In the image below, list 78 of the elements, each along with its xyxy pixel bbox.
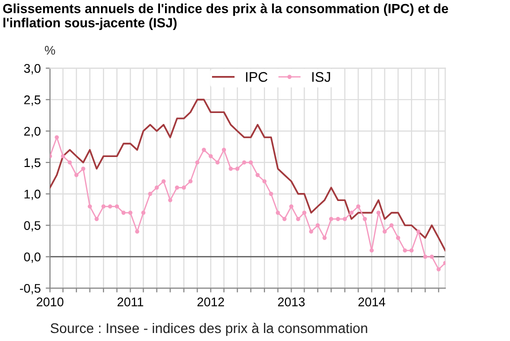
point — [430, 254, 434, 259]
point — [54, 135, 59, 140]
x-tick-label: 2010 — [36, 298, 64, 306]
point — [202, 148, 206, 152]
point — [302, 210, 306, 215]
chart-title: Glissements annuels de l'indice des prix à la consommation (IPC) et de l'inflation sous-jacente (ISJ) — [3, 3, 448, 30]
point — [268, 192, 274, 196]
point — [262, 179, 267, 184]
point — [81, 166, 86, 171]
point — [389, 223, 394, 228]
point — [309, 230, 314, 234]
point — [162, 179, 166, 184]
point — [336, 216, 340, 222]
y-tick-label: -0,5 — [20, 284, 40, 294]
point — [168, 198, 172, 202]
y-axis-title: % — [44, 46, 56, 55]
point — [322, 236, 327, 240]
x-tick-label: 2012 — [197, 298, 224, 306]
point — [396, 236, 400, 240]
point — [349, 210, 354, 215]
point — [74, 172, 78, 178]
point — [114, 204, 120, 209]
line-series — [50, 98, 446, 252]
point — [256, 172, 260, 178]
point — [362, 216, 367, 222]
point — [60, 154, 66, 158]
point — [154, 186, 159, 190]
point — [121, 210, 126, 215]
point — [108, 204, 112, 209]
point — [370, 248, 374, 253]
point — [135, 230, 140, 234]
point — [356, 204, 360, 209]
point — [174, 186, 180, 190]
point — [228, 166, 233, 171]
point — [382, 230, 387, 234]
point — [101, 204, 106, 209]
point — [409, 248, 414, 253]
point — [182, 186, 186, 190]
y-tick-label: 2,5 — [24, 95, 40, 106]
y-tick-label: 1,0 — [24, 190, 40, 200]
point — [248, 160, 253, 165]
x-tick-label: 2014 — [358, 298, 386, 306]
point — [208, 154, 213, 158]
y-tick-label: 0,0 — [24, 252, 40, 263]
legend-label: IPC — [246, 72, 268, 82]
point — [296, 216, 300, 222]
point — [376, 210, 381, 215]
point — [94, 216, 99, 222]
point — [282, 216, 287, 222]
point — [195, 160, 200, 165]
source-note: Source : Insee - indices des prix à la consommation — [50, 322, 368, 336]
point — [436, 267, 441, 272]
point — [235, 166, 240, 171]
point — [316, 223, 320, 228]
point — [402, 248, 408, 253]
y-tick-label: 3,0 — [24, 64, 40, 74]
point — [148, 192, 152, 196]
y-tick-label: 1,5 — [24, 158, 40, 169]
point — [416, 230, 420, 234]
legend-label: ISJ — [312, 72, 330, 82]
point — [276, 210, 280, 215]
y-tick-label: 2,0 — [24, 126, 40, 138]
point — [188, 179, 193, 184]
point — [68, 160, 72, 165]
x-tick-label: 2013 — [278, 298, 305, 306]
point — [50, 154, 52, 158]
point — [242, 160, 246, 165]
point — [222, 148, 226, 152]
point — [329, 216, 334, 222]
point — [215, 160, 220, 165]
point — [289, 204, 294, 209]
point — [342, 216, 347, 222]
point — [88, 204, 92, 209]
point — [423, 254, 428, 259]
x-tick-label: 2011 — [118, 298, 144, 306]
point — [128, 210, 132, 215]
point — [141, 210, 146, 215]
y-tick-label: 0,5 — [24, 221, 40, 232]
